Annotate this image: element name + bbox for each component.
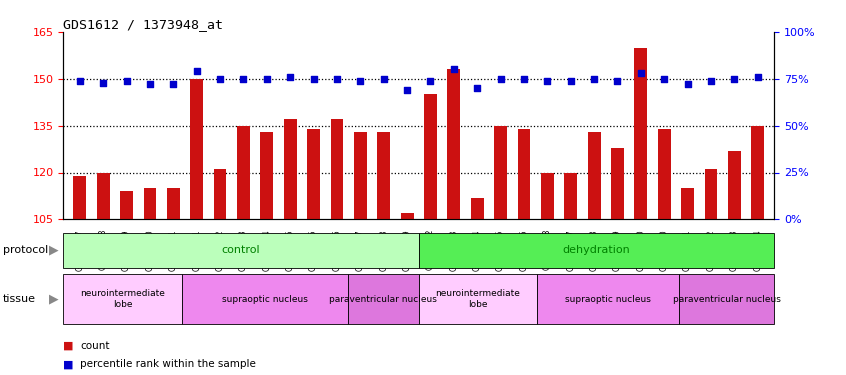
Bar xyxy=(214,170,227,219)
Point xyxy=(447,66,460,72)
Point xyxy=(704,78,717,84)
Point xyxy=(587,76,601,82)
Bar xyxy=(237,126,250,219)
Point xyxy=(611,78,624,84)
Bar xyxy=(681,188,694,219)
Point xyxy=(330,76,343,82)
Text: control: control xyxy=(222,245,261,255)
Point xyxy=(283,74,297,80)
Point xyxy=(260,76,273,82)
Text: ▶: ▶ xyxy=(49,292,58,306)
Bar xyxy=(63,232,419,268)
Text: supraoptic nucleus: supraoptic nucleus xyxy=(222,295,308,304)
Text: paraventricular nucleus: paraventricular nucleus xyxy=(673,295,781,304)
Point xyxy=(728,76,741,82)
Point xyxy=(120,78,134,84)
Bar xyxy=(424,94,437,219)
Text: GDS1612 / 1373948_at: GDS1612 / 1373948_at xyxy=(63,18,223,31)
Point xyxy=(424,78,437,84)
Bar xyxy=(261,132,273,219)
Bar xyxy=(182,274,348,324)
Bar xyxy=(74,176,86,219)
Point xyxy=(167,81,180,87)
Point xyxy=(400,87,414,93)
Bar xyxy=(564,172,577,219)
Bar xyxy=(307,129,320,219)
Bar xyxy=(348,274,419,324)
Bar xyxy=(419,232,774,268)
Point xyxy=(657,76,671,82)
Bar xyxy=(120,191,133,219)
Text: paraventricular nucleus: paraventricular nucleus xyxy=(329,295,437,304)
Text: dehydration: dehydration xyxy=(563,245,630,255)
Bar xyxy=(401,213,414,219)
Bar xyxy=(751,126,764,219)
Point xyxy=(96,80,110,86)
Bar xyxy=(167,188,179,219)
Bar xyxy=(494,126,507,219)
Bar xyxy=(448,69,460,219)
Point xyxy=(190,68,203,74)
Point xyxy=(634,70,647,76)
Bar xyxy=(679,274,774,324)
Point xyxy=(681,81,695,87)
Text: neurointermediate
lobe: neurointermediate lobe xyxy=(436,290,520,309)
Bar xyxy=(537,274,679,324)
Text: tissue: tissue xyxy=(3,294,36,304)
Text: neurointermediate
lobe: neurointermediate lobe xyxy=(80,290,165,309)
Bar xyxy=(728,151,741,219)
Bar xyxy=(419,274,537,324)
Point xyxy=(213,76,227,82)
Text: count: count xyxy=(80,340,110,351)
Point xyxy=(541,78,554,84)
Text: ■: ■ xyxy=(63,359,74,369)
Point xyxy=(470,85,484,91)
Point xyxy=(564,78,578,84)
Bar xyxy=(588,132,601,219)
Bar xyxy=(634,48,647,219)
Point xyxy=(237,76,250,82)
Point xyxy=(377,76,391,82)
Bar xyxy=(705,170,717,219)
Bar xyxy=(283,119,297,219)
Bar xyxy=(63,274,182,324)
Text: protocol: protocol xyxy=(3,245,47,255)
Point xyxy=(494,76,508,82)
Bar xyxy=(541,172,554,219)
Bar xyxy=(331,119,343,219)
Point xyxy=(354,78,367,84)
Bar xyxy=(658,129,671,219)
Point xyxy=(143,81,157,87)
Bar xyxy=(518,129,530,219)
Bar xyxy=(377,132,390,219)
Text: ▶: ▶ xyxy=(49,244,58,257)
Bar xyxy=(470,198,484,219)
Point xyxy=(307,76,321,82)
Bar xyxy=(96,172,110,219)
Point xyxy=(751,74,765,80)
Bar xyxy=(354,132,367,219)
Point xyxy=(517,76,530,82)
Bar xyxy=(190,79,203,219)
Bar xyxy=(611,147,624,219)
Text: percentile rank within the sample: percentile rank within the sample xyxy=(80,359,256,369)
Text: ■: ■ xyxy=(63,340,74,351)
Text: supraoptic nucleus: supraoptic nucleus xyxy=(565,295,651,304)
Bar xyxy=(144,188,157,219)
Point xyxy=(73,78,86,84)
